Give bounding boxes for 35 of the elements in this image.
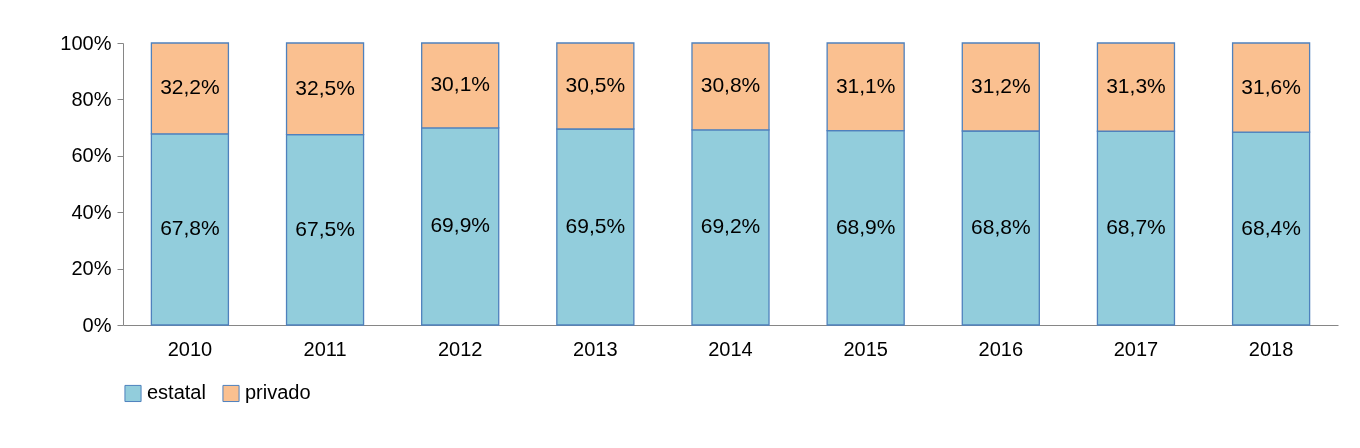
y-tick-label: 0% — [82, 313, 112, 336]
x-tick-label: 2015 — [843, 337, 888, 360]
x-tick-label: 2018 — [1248, 337, 1294, 360]
data-label: 69,5% — [565, 214, 626, 238]
x-tick-label: 2011 — [303, 337, 347, 360]
data-label: 30,5% — [565, 73, 626, 97]
y-tick-label: 100% — [60, 31, 112, 54]
x-tick-label: 2016 — [978, 337, 1024, 360]
y-tick-label: 40% — [71, 200, 112, 223]
data-label: 31,2% — [971, 73, 1031, 97]
data-label: 67,5% — [295, 216, 355, 240]
data-label: 30,1% — [430, 72, 490, 96]
data-label: 31,6% — [1241, 74, 1301, 98]
data-label: 31,3% — [1106, 74, 1166, 98]
data-label: 32,5% — [295, 75, 355, 99]
data-label: 69,9% — [430, 213, 490, 237]
y-tick-label: 60% — [71, 144, 112, 167]
x-tick-label: 2012 — [437, 337, 483, 360]
x-tick-label: 2014 — [708, 337, 753, 360]
legend-label: estatal — [147, 381, 206, 404]
x-tick-label: 2017 — [1113, 337, 1159, 360]
data-label: 68,9% — [835, 214, 896, 238]
data-label: 68,4% — [1241, 215, 1301, 239]
legend-label: privado — [245, 381, 311, 404]
data-label: 67,8% — [160, 216, 220, 240]
data-label: 68,8% — [971, 214, 1031, 238]
x-tick-label: 2010 — [167, 337, 213, 360]
y-tick-label: 80% — [71, 87, 112, 110]
data-label: 69,2% — [700, 214, 761, 238]
data-label: 30,8% — [700, 73, 761, 97]
data-label: 31,1% — [835, 73, 896, 97]
data-label: 68,7% — [1106, 215, 1166, 239]
x-tick-label: 2013 — [573, 337, 618, 360]
data-label: 32,2% — [160, 75, 220, 99]
y-tick-label: 20% — [71, 257, 112, 280]
